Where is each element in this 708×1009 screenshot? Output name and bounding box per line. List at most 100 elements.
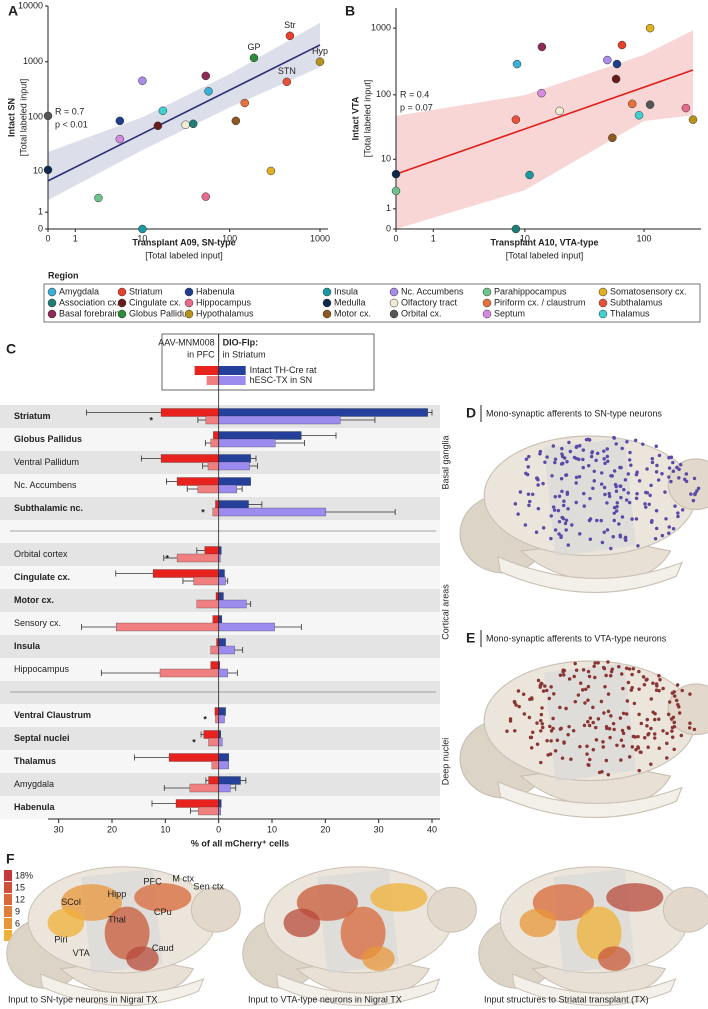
labeled-cell bbox=[591, 705, 595, 710]
labeled-cell bbox=[667, 525, 671, 529]
labeled-cell bbox=[667, 466, 672, 470]
legend-marker bbox=[598, 298, 608, 308]
labeled-cell bbox=[590, 451, 594, 455]
legend-label: Olfactory tract bbox=[401, 297, 458, 307]
labeled-cell bbox=[551, 716, 555, 721]
labeled-cell bbox=[603, 492, 607, 497]
legend-marker bbox=[47, 298, 57, 308]
significance-marker: * bbox=[201, 507, 205, 517]
y-tick-label: 10000 bbox=[18, 0, 43, 10]
legend-marker bbox=[117, 287, 127, 297]
legend-marker bbox=[117, 298, 127, 308]
labeled-cell bbox=[555, 738, 560, 742]
labeled-cell bbox=[620, 515, 625, 519]
legend-marker bbox=[389, 287, 399, 297]
region-label: Piri bbox=[54, 935, 67, 945]
bar bbox=[218, 668, 228, 678]
base bbox=[39, 973, 205, 1007]
labeled-cell bbox=[539, 718, 543, 723]
labeled-cell bbox=[558, 705, 562, 710]
labeled-cell bbox=[561, 503, 566, 508]
bar bbox=[159, 668, 219, 678]
labeled-cell bbox=[567, 724, 571, 729]
labeled-cell bbox=[654, 509, 659, 513]
labeled-cell bbox=[545, 738, 549, 743]
labeled-cell bbox=[636, 544, 640, 548]
labeled-cell bbox=[653, 717, 657, 722]
labeled-cell bbox=[624, 712, 629, 716]
bar bbox=[218, 438, 276, 448]
labeled-cell bbox=[623, 478, 628, 482]
bar bbox=[210, 645, 219, 655]
labeled-cell bbox=[587, 674, 592, 679]
labeled-cell bbox=[524, 457, 529, 461]
labeled-cell bbox=[692, 476, 697, 481]
group-label: Deep nuclei bbox=[440, 738, 450, 786]
data-point bbox=[115, 116, 125, 126]
labeled-cell bbox=[513, 701, 517, 705]
labeled-cell bbox=[541, 526, 546, 530]
bar bbox=[208, 776, 219, 785]
labeled-cell bbox=[526, 492, 531, 496]
labeled-cell bbox=[660, 471, 664, 476]
labeled-cell bbox=[644, 505, 648, 509]
data-point bbox=[115, 134, 125, 144]
labeled-cell bbox=[619, 738, 624, 742]
colorbar-swatch bbox=[4, 870, 12, 881]
labeled-cell bbox=[684, 472, 689, 476]
labeled-cell bbox=[607, 491, 611, 496]
labeled-cell bbox=[675, 465, 679, 470]
data-point bbox=[204, 87, 213, 96]
labeled-cell bbox=[605, 726, 609, 731]
bar bbox=[207, 461, 219, 471]
bar bbox=[218, 408, 428, 417]
labeled-cell bbox=[647, 731, 651, 736]
labeled-cell bbox=[539, 712, 544, 717]
labeled-cell bbox=[628, 450, 632, 455]
labeled-cell bbox=[539, 729, 543, 733]
labeled-cell bbox=[689, 492, 693, 496]
labeled-cell bbox=[638, 750, 642, 754]
labeled-cell bbox=[663, 490, 667, 494]
category-label: Amygdala bbox=[14, 779, 54, 789]
bar bbox=[218, 500, 249, 509]
labeled-cell bbox=[586, 698, 590, 702]
base bbox=[497, 555, 684, 593]
bar bbox=[208, 737, 219, 747]
legend-label: Basal forebrain bbox=[59, 308, 120, 318]
labeled-cell bbox=[667, 456, 671, 460]
labeled-cell bbox=[522, 712, 527, 716]
x-axis-subtitle: [Total labeled input] bbox=[506, 250, 584, 260]
labeled-cell bbox=[565, 460, 569, 464]
data-point bbox=[511, 115, 521, 124]
data-point bbox=[188, 119, 198, 129]
labeled-cell bbox=[661, 729, 665, 733]
labeled-cell bbox=[621, 686, 625, 691]
labeled-cell bbox=[604, 673, 608, 678]
labeled-cell bbox=[566, 732, 570, 737]
category-label: Globus Pallidus bbox=[14, 434, 82, 444]
region-label: Thal bbox=[108, 914, 126, 924]
region-label: PFC bbox=[143, 877, 162, 887]
bar bbox=[218, 507, 327, 517]
input-region bbox=[576, 906, 622, 960]
labeled-cell bbox=[577, 474, 582, 479]
labeled-cell bbox=[610, 667, 615, 671]
labeled-cell bbox=[586, 437, 590, 442]
data-point bbox=[315, 57, 325, 66]
region-label: Sen ctx bbox=[193, 882, 224, 892]
labeled-cell bbox=[527, 715, 532, 720]
labeled-cell bbox=[605, 528, 610, 532]
y-axis-title: Intact VTA bbox=[350, 96, 360, 140]
labeled-cell bbox=[570, 523, 574, 527]
labeled-cell bbox=[550, 474, 554, 478]
labeled-cell bbox=[562, 741, 566, 745]
point-label: Str bbox=[284, 20, 296, 30]
labeled-cell bbox=[601, 665, 606, 670]
data-point bbox=[181, 120, 190, 130]
labeled-cell bbox=[680, 688, 684, 693]
data-point bbox=[627, 99, 637, 109]
data-point bbox=[249, 53, 259, 63]
legend-marker bbox=[47, 309, 57, 319]
